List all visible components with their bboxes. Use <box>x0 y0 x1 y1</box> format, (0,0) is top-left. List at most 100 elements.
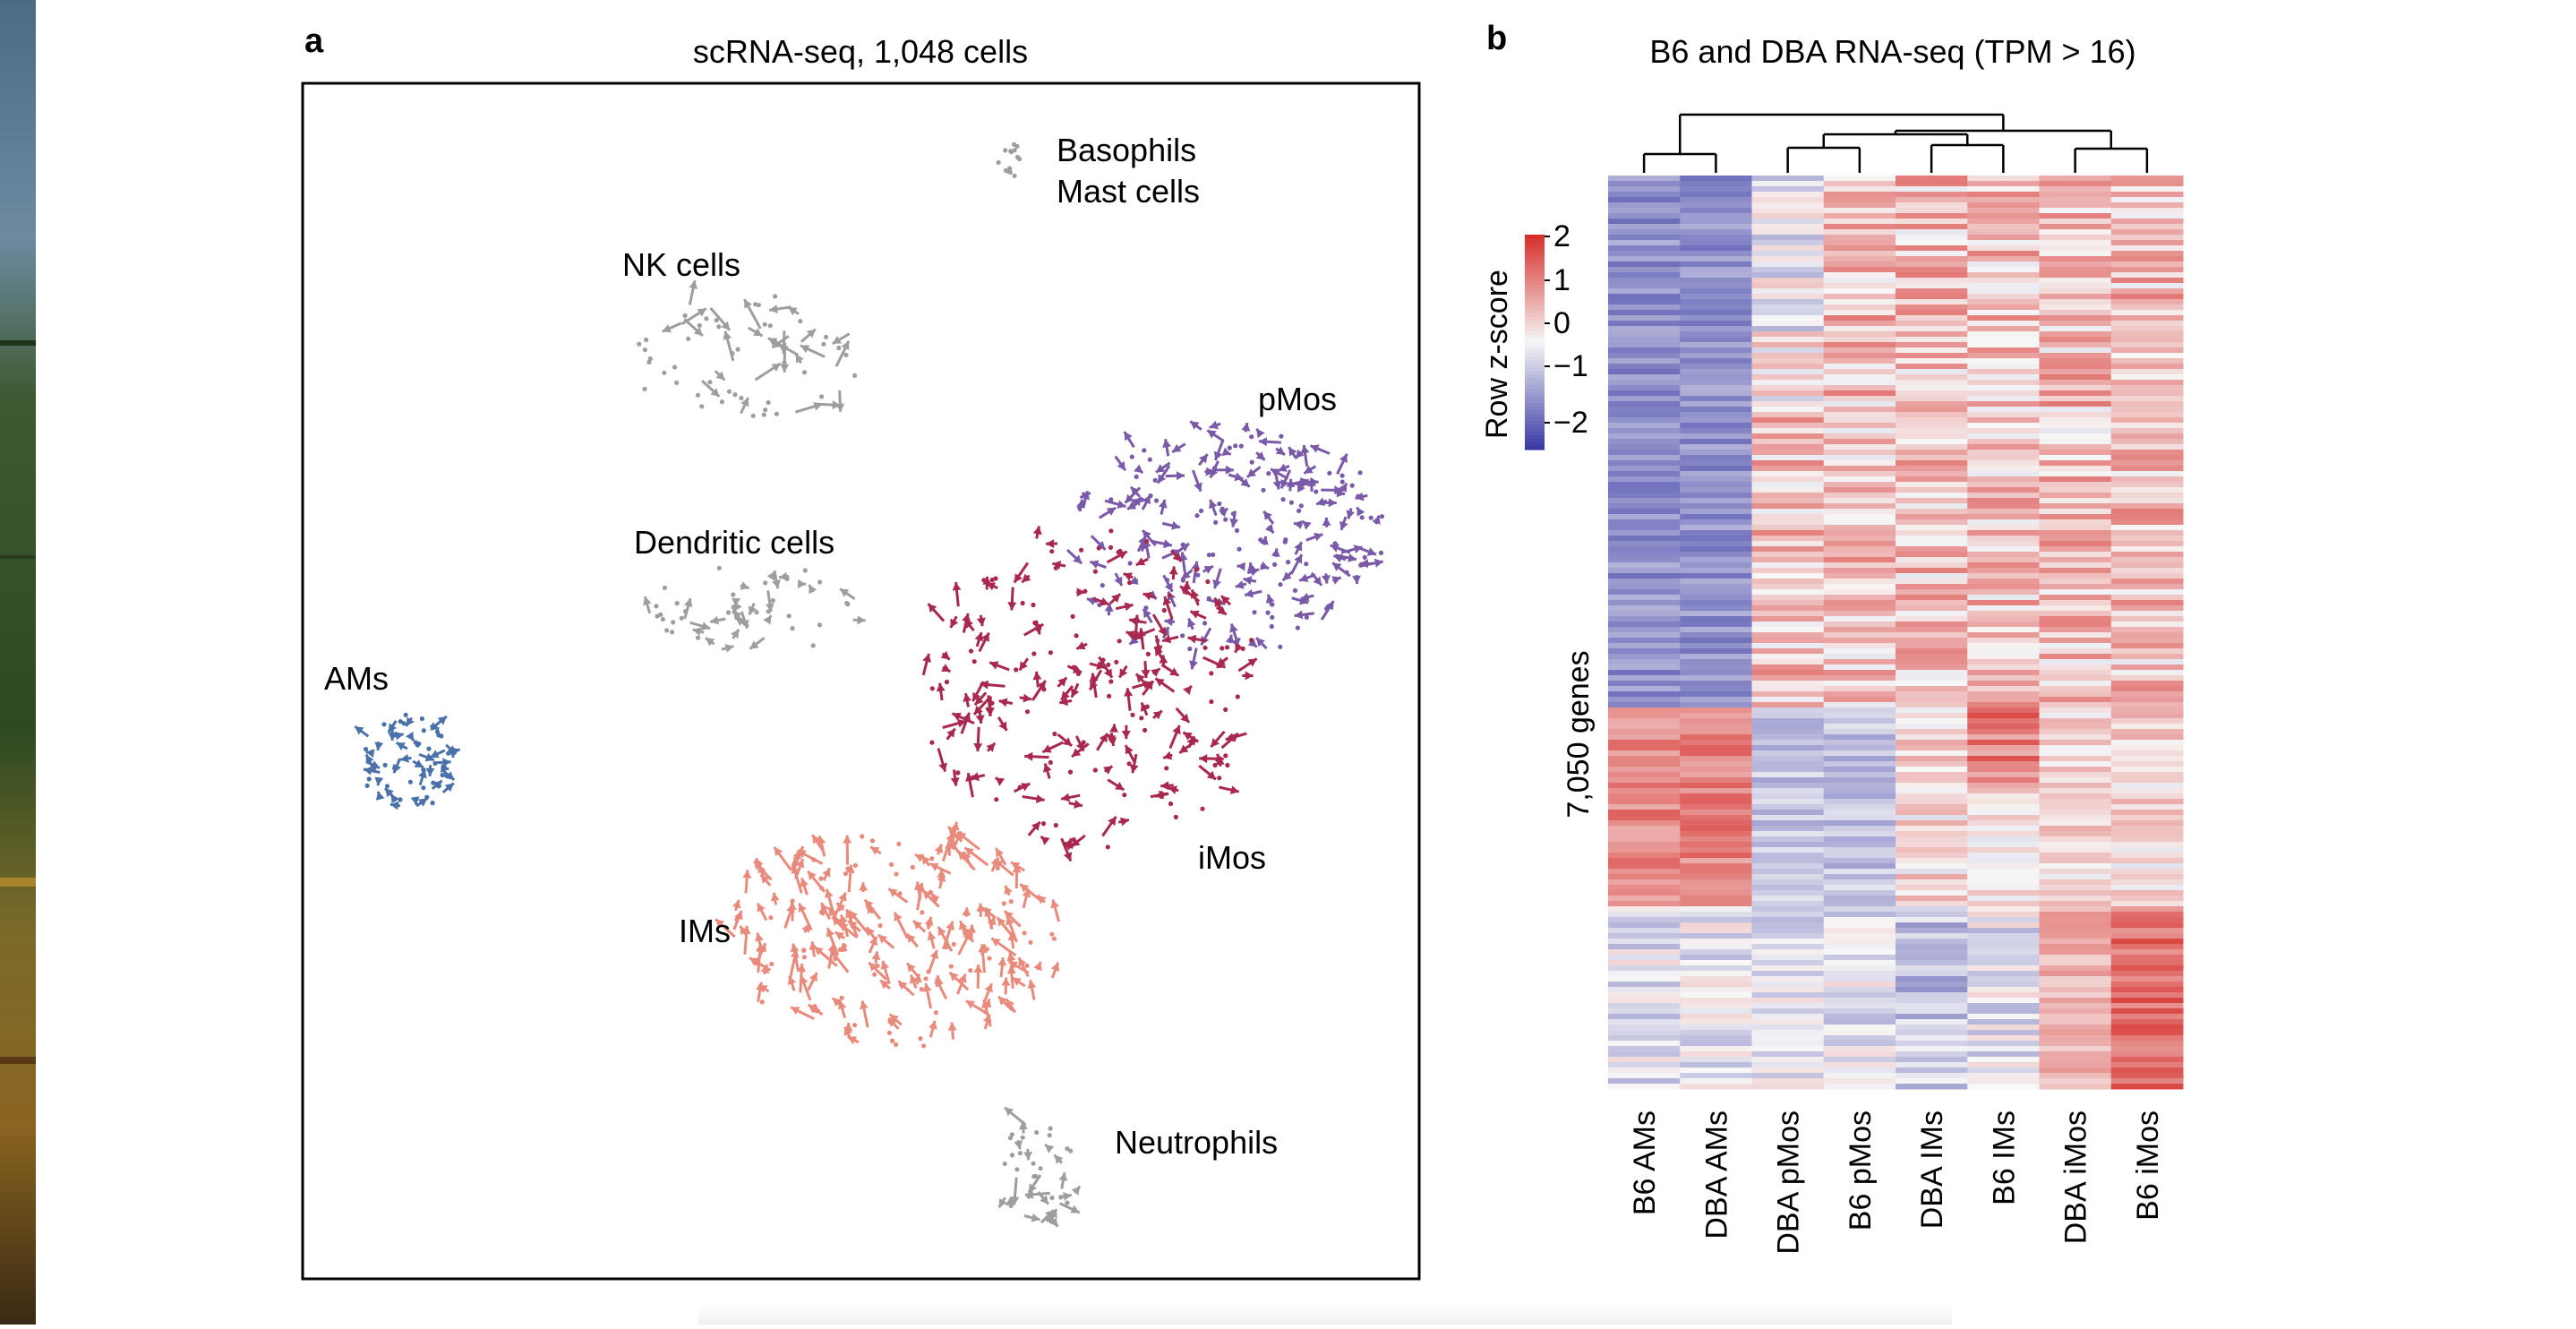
heatmap-cell <box>2111 648 2184 655</box>
heatmap-cell <box>1752 670 1825 676</box>
cell-point <box>446 751 450 756</box>
heatmap-cell <box>1896 208 1968 214</box>
heatmap-cell <box>1824 428 1896 434</box>
colorbar-swatch <box>1525 439 1545 443</box>
heatmap-cell <box>1824 181 1896 187</box>
colorbar-swatch <box>1525 414 1545 418</box>
heatmap-cell <box>1896 428 1968 434</box>
heatmap-cell <box>1752 949 1825 956</box>
heatmap-cell <box>2040 675 2112 682</box>
heatmap-cell <box>2111 433 2184 440</box>
cell-point <box>934 1010 938 1015</box>
heatmap-cell <box>1752 1078 1825 1085</box>
heatmap-cell <box>2111 546 2184 553</box>
heatmap-cell <box>1680 192 1752 198</box>
heatmap-cell <box>1608 1073 1681 1079</box>
heatmap-cell <box>1752 664 1825 671</box>
heatmap-cell <box>1752 890 1825 896</box>
heatmap-cell <box>1896 256 1968 262</box>
heatmap-cell <box>2040 213 2112 219</box>
heatmap-cell <box>1824 767 1896 773</box>
heatmap-cell <box>1680 987 1752 993</box>
heatmap-cell <box>1896 331 1968 338</box>
heatmap-cell <box>1608 304 1681 311</box>
heatmap-cell <box>2111 987 2184 993</box>
heatmap-cell <box>1752 965 1825 972</box>
heatmap-cell <box>1824 664 1896 671</box>
heatmap-cell <box>1608 407 1681 413</box>
heatmap-cell <box>1752 842 1825 848</box>
heatmap-cell <box>2111 933 2184 939</box>
heatmap-cell <box>2111 176 2184 182</box>
heatmap-cell <box>2040 756 2112 762</box>
cell-point <box>872 973 877 977</box>
heatmap-cell <box>1608 471 1681 477</box>
heatmap-cell <box>2040 971 2112 977</box>
heatmap-cell <box>2111 917 2184 923</box>
heatmap-cell <box>1752 686 1825 692</box>
heatmap-cell <box>1824 836 1896 843</box>
heatmap-cell <box>1608 670 1681 676</box>
heatmap-cell <box>1896 1019 1968 1025</box>
heatmap-cell <box>1680 519 1752 526</box>
cell-point <box>1143 605 1148 610</box>
heatmap-cell <box>1608 691 1681 698</box>
heatmap-cell <box>1752 939 1825 945</box>
heatmap-cell <box>2040 842 2112 848</box>
heatmap-cell <box>1680 955 1752 961</box>
heatmap-cell <box>1967 299 2040 305</box>
heatmap-cell <box>1608 885 1681 891</box>
cell-point <box>818 876 823 880</box>
heatmap-cell <box>2111 466 2184 472</box>
heatmap-cell <box>1967 471 2040 477</box>
heatmap-cell <box>1680 622 1752 628</box>
heatmap-cell <box>1967 364 2040 370</box>
heatmap-cell <box>1896 278 1968 284</box>
heatmap-cell <box>1608 928 1681 934</box>
heatmap-cell <box>1680 412 1752 418</box>
cell-point <box>1106 663 1110 667</box>
heatmap-cell <box>1680 659 1752 665</box>
heatmap-cell <box>2111 890 2184 896</box>
heatmap-cell <box>1680 455 1752 461</box>
heatmap-cell <box>2111 691 2184 698</box>
heatmap-cell <box>2040 745 2112 751</box>
cell-point <box>365 784 370 788</box>
column-label: B6 AMs <box>1628 1110 1662 1215</box>
heatmap-cell <box>2040 584 2112 590</box>
zscore-legend: 210−1−2 <box>1525 219 1588 450</box>
heatmap-cell <box>1896 181 1968 187</box>
heatmap-cell <box>1608 525 1681 531</box>
cell-point <box>1293 588 1297 593</box>
heatmap-cell <box>1680 783 1752 789</box>
heatmap-cell <box>1967 863 2040 870</box>
heatmap-cell <box>2111 251 2184 257</box>
colorbar-swatch <box>1525 446 1545 450</box>
heatmap-cell <box>2111 197 2184 203</box>
heatmap-cell <box>1680 1025 1752 1031</box>
colorbar-swatch <box>1525 367 1545 372</box>
heatmap-cell <box>1967 251 2040 257</box>
cell-point <box>431 801 435 805</box>
cell-point <box>1272 562 1277 567</box>
heatmap-cell <box>1824 1041 1896 1047</box>
cell-point <box>1225 645 1229 649</box>
heatmap-cell <box>1896 315 1968 322</box>
cell-point <box>1077 506 1082 510</box>
heatmap-cell <box>1896 702 1968 708</box>
heatmap-cell <box>1824 530 1896 536</box>
heatmap-cell <box>1824 304 1896 311</box>
cell-point <box>1195 573 1200 578</box>
heatmap-cell <box>1967 423 2040 429</box>
heatmap-cell <box>1896 906 1968 913</box>
heatmap-cell <box>1680 256 1752 262</box>
cell-point <box>1076 672 1081 676</box>
heatmap-cell <box>1896 288 1968 295</box>
heatmap-cell <box>1752 192 1825 198</box>
heatmap-cell <box>1967 326 2040 332</box>
heatmap-cell <box>1608 256 1681 262</box>
cell-point <box>1008 170 1013 175</box>
heatmap-cell <box>1752 917 1825 923</box>
heatmap-cell <box>1824 976 1896 982</box>
cluster-label-basophils: Mast cells <box>1057 173 1200 210</box>
